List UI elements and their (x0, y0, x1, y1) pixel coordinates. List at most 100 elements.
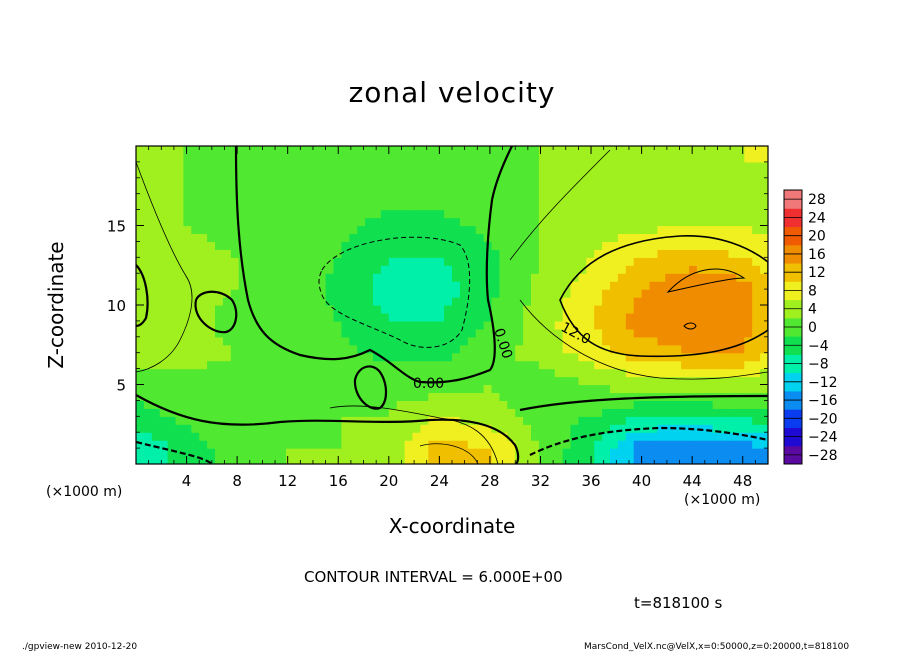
field-cell (578, 185, 587, 195)
field-cell (199, 161, 208, 171)
footer-left-text: ./gpview-new 2010-12-20 (22, 642, 138, 652)
field-cell (183, 153, 192, 163)
field-cell (230, 209, 240, 219)
field-cell (159, 312, 169, 322)
field-cell (459, 384, 469, 394)
field-cell (681, 344, 690, 354)
field-cell (649, 169, 658, 179)
field-cell (207, 265, 216, 274)
field-cell (151, 440, 161, 449)
field-cell (657, 177, 666, 187)
field-cell (689, 408, 698, 417)
field-cell (254, 241, 263, 250)
field-cell (617, 360, 627, 370)
field-cell (452, 241, 461, 250)
field-cell (396, 289, 406, 298)
field-cell (602, 217, 611, 227)
field-cell (665, 146, 674, 155)
field-cell (610, 424, 619, 433)
contour-label-zero-a: 0.00 (413, 376, 444, 392)
field-cell (562, 249, 572, 258)
field-cell (562, 368, 572, 378)
field-cell (373, 153, 382, 163)
field-cell (309, 233, 319, 242)
field-cell (554, 201, 564, 211)
field-cell (728, 169, 737, 179)
field-cell (420, 169, 429, 179)
field-cell (617, 185, 627, 195)
field-cell (357, 201, 366, 211)
field-cell (594, 368, 603, 378)
field-cell (673, 456, 682, 464)
field-cell (578, 320, 587, 330)
field-cell (554, 376, 564, 386)
field-cell (696, 225, 706, 235)
field-cell (246, 432, 256, 441)
field-cell (760, 320, 768, 330)
field-cell (736, 384, 745, 394)
field-cell (602, 368, 611, 378)
field-cell (665, 177, 674, 187)
field-cell (357, 225, 366, 235)
field-cell (562, 257, 572, 266)
field-cell (704, 177, 714, 187)
field-cell (459, 392, 469, 401)
field-cell (136, 448, 145, 457)
field-cell (428, 448, 437, 457)
field-cell (349, 328, 358, 338)
field-cell (570, 241, 579, 250)
field-cell (452, 400, 461, 409)
field-cell (681, 177, 690, 187)
field-cell (167, 289, 177, 298)
field-cell (531, 384, 540, 394)
field-cell (507, 209, 516, 219)
field-cell (388, 257, 398, 266)
field-cell (404, 440, 414, 449)
field-cell (143, 281, 153, 290)
field-cell (491, 448, 500, 457)
field-cell (167, 265, 177, 274)
colorbar-tick-label: −12 (808, 375, 838, 391)
field-cell (507, 193, 516, 203)
field-cell (570, 328, 579, 338)
field-cell (317, 408, 327, 417)
field-cell (317, 305, 327, 314)
field-cell (673, 169, 682, 179)
field-cell (325, 408, 335, 417)
field-cell (696, 241, 706, 250)
field-cell (428, 201, 437, 211)
field-cell (696, 400, 706, 409)
field-cell (436, 225, 445, 235)
field-cell (349, 336, 358, 346)
field-cell (278, 312, 287, 322)
field-cell (546, 432, 556, 441)
field-cell (396, 273, 406, 282)
field-cell (222, 384, 232, 394)
field-cell (459, 424, 469, 433)
field-cell (191, 257, 200, 266)
field-cell (238, 161, 248, 171)
field-cell (230, 169, 240, 179)
field-cell (760, 456, 768, 464)
field-cell (570, 217, 579, 227)
field-cell (507, 146, 516, 155)
field-cell (689, 217, 698, 227)
field-cell (515, 360, 524, 370)
field-cell (689, 153, 698, 163)
field-cell (625, 177, 635, 187)
field-cell (325, 169, 335, 179)
field-cell (531, 352, 540, 362)
field-cell (215, 432, 224, 441)
field-cell (143, 177, 153, 187)
field-cell (262, 185, 271, 195)
field-cell (428, 225, 437, 235)
field-cell (704, 225, 714, 235)
field-cell (459, 376, 469, 386)
field-cell (475, 424, 485, 433)
field-cell (689, 360, 698, 370)
field-cell (452, 185, 461, 195)
field-cell (365, 320, 374, 330)
field-cell (633, 376, 643, 386)
field-cell (175, 241, 184, 250)
field-cell (238, 305, 248, 314)
